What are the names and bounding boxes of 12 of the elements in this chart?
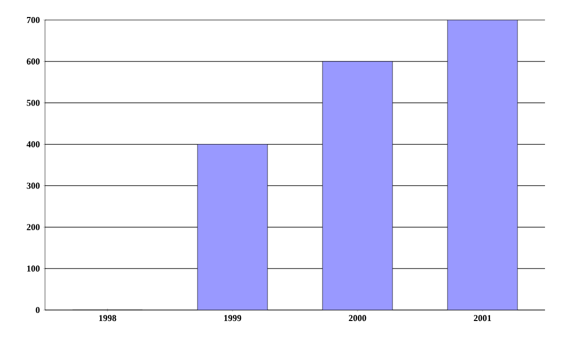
y-tick-label: 300	[26, 182, 40, 189]
x-tick-label: 1999	[224, 315, 242, 322]
y-tick-label: 500	[26, 100, 40, 106]
y-tick-label: 100	[27, 266, 40, 272]
y-tick-label: 400	[26, 141, 40, 148]
x-tick-label: 2000	[348, 315, 366, 322]
x-tick-label: 1998	[99, 315, 116, 322]
y-tick-label: 200	[26, 224, 40, 230]
x-tick-label: 2001	[474, 315, 492, 322]
y-tick-label: 700	[26, 16, 40, 24]
y-tick-label: 600	[26, 58, 40, 64]
y-tick-label: 0	[36, 306, 40, 314]
